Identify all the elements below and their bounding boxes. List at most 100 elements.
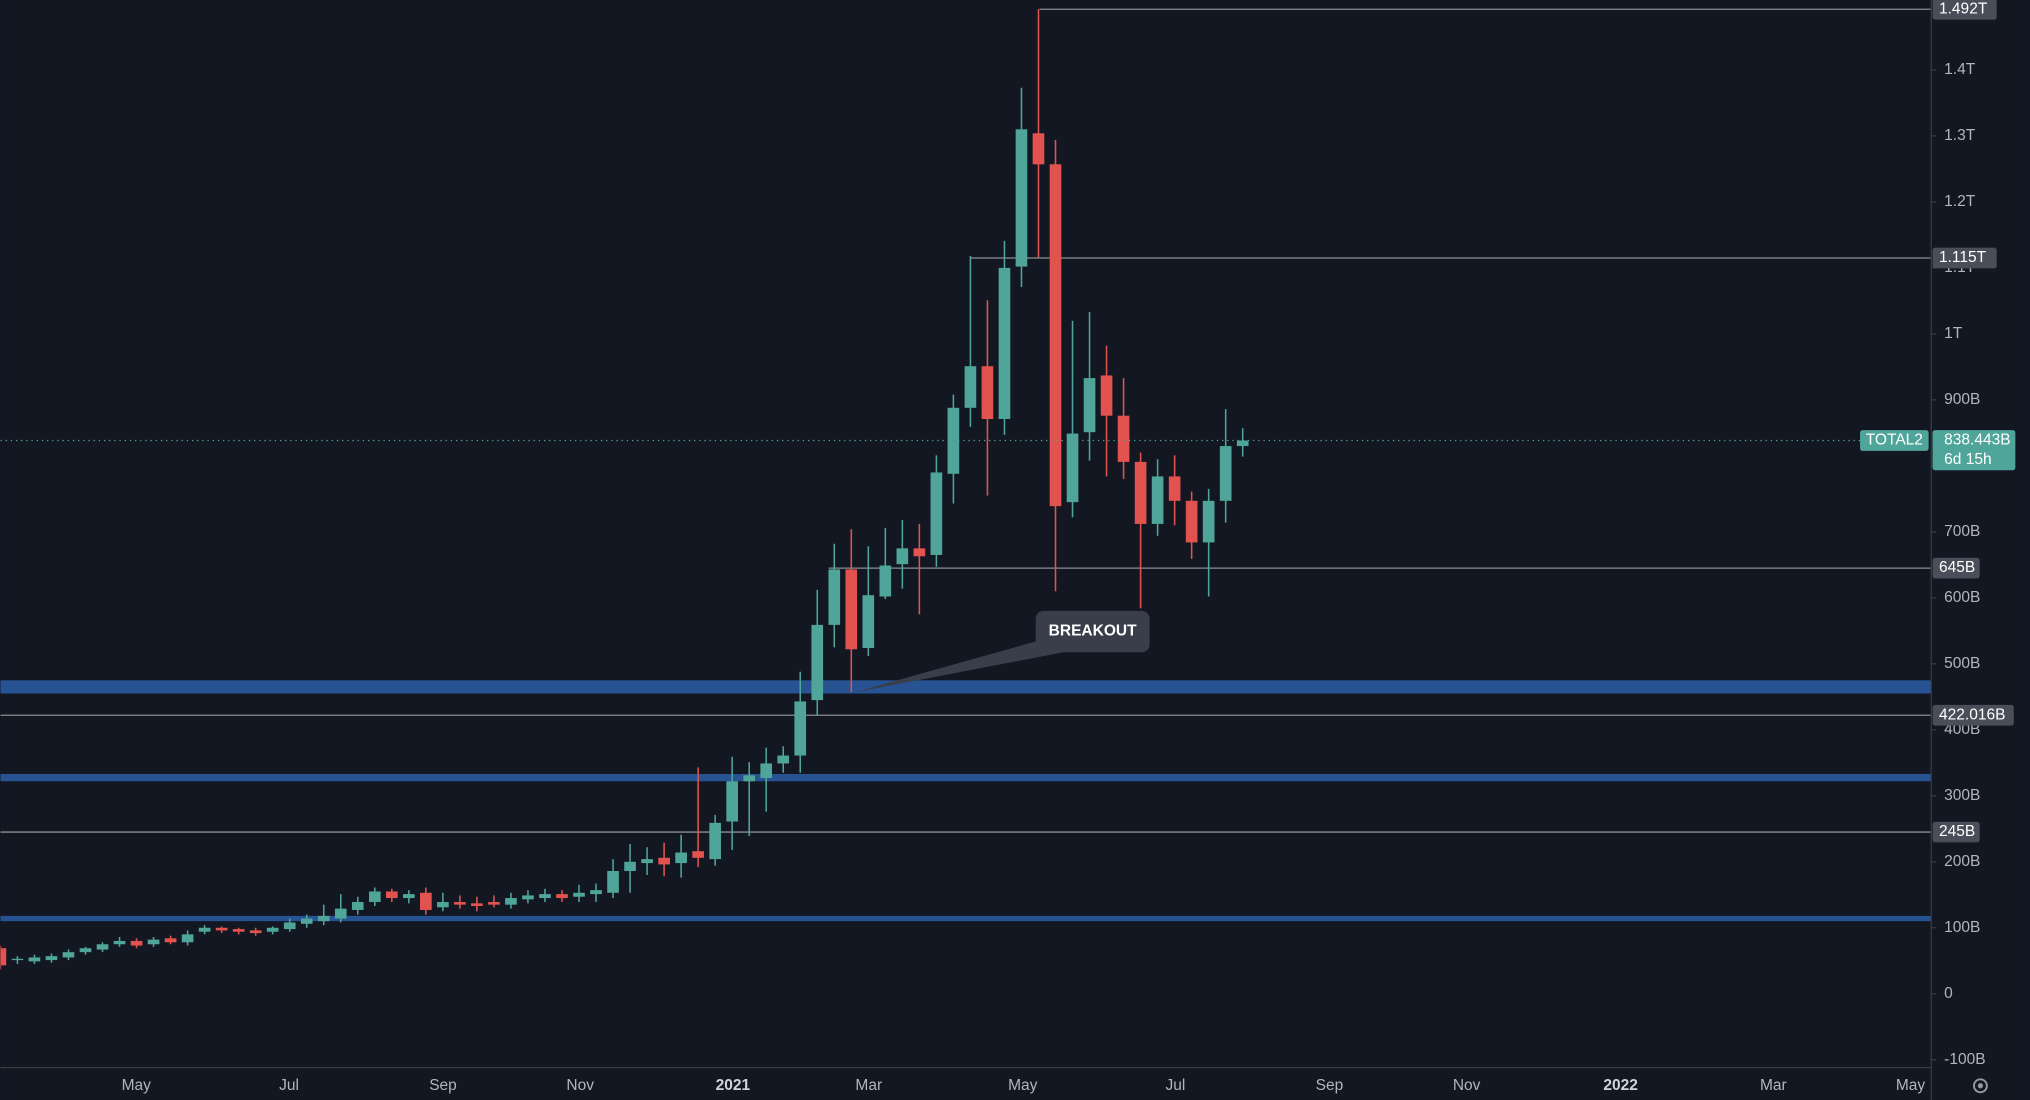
candle-body	[181, 934, 194, 943]
candle-body	[692, 851, 704, 858]
symbol-label: TOTAL2	[1866, 432, 1923, 449]
y-tick-label: 0	[1944, 985, 1953, 1002]
symbol-box	[1860, 430, 1929, 451]
zone	[0, 915, 1932, 922]
candle-body	[539, 894, 551, 899]
x-tick-label: Mar	[855, 1077, 882, 1094]
candle-body	[828, 569, 841, 625]
candle-body	[1202, 500, 1215, 543]
candle-body	[624, 861, 636, 872]
candle-body	[300, 918, 313, 924]
x-tick-label: Mar	[1760, 1077, 1787, 1094]
candle-body	[1151, 476, 1164, 524]
candle-body	[334, 908, 347, 919]
candle-body	[249, 930, 262, 934]
candle-body	[607, 871, 619, 893]
y-tick-label: 200B	[1944, 853, 1980, 870]
candle-body	[79, 948, 92, 953]
x-tick-label: Jul	[1166, 1077, 1186, 1094]
candle-body	[283, 922, 296, 930]
candle-body	[777, 755, 790, 764]
candle-body	[1236, 440, 1249, 447]
candle-body	[420, 892, 432, 910]
candle-body	[1185, 500, 1198, 543]
candle-body	[998, 267, 1011, 420]
price-level-box	[1932, 0, 1997, 20]
x-tick-label: Sep	[1316, 1077, 1344, 1094]
candle-body	[879, 565, 892, 597]
candle-body	[28, 957, 41, 962]
candle-body	[317, 915, 330, 922]
candle-body	[437, 902, 449, 908]
candle-body	[1049, 164, 1062, 507]
y-tick-label: 100B	[1944, 919, 1980, 936]
candle-body	[1117, 415, 1130, 462]
gear-center[interactable]	[1977, 1083, 1983, 1089]
candle-body	[726, 781, 738, 822]
candle-body	[1168, 476, 1181, 501]
candle-body	[266, 927, 279, 932]
candle-body	[1219, 446, 1232, 501]
candle-body	[964, 366, 977, 408]
candle-body	[471, 903, 483, 906]
price-level-box	[1932, 704, 2014, 726]
candle-body	[675, 852, 687, 864]
candle-body	[1066, 433, 1079, 503]
candle-body	[862, 595, 875, 648]
x-tick-label: May	[1008, 1077, 1038, 1094]
candle-body	[147, 939, 160, 945]
price-level-label: 245B	[1939, 823, 1975, 840]
gear[interactable]	[1972, 1078, 1988, 1094]
y-tick-label: 1T	[1944, 325, 1963, 342]
callout-box	[1035, 610, 1150, 653]
candle-body	[351, 902, 364, 910]
candle-body	[11, 958, 24, 961]
candle-body	[385, 891, 398, 899]
candle-body	[62, 952, 75, 958]
x-tick-label: May	[122, 1077, 152, 1094]
x-tick-label: Nov	[566, 1077, 594, 1094]
candle-body	[590, 890, 602, 895]
x-tick-label: May	[1896, 1077, 1926, 1094]
countdown-label: 6d 15h	[1944, 451, 1991, 468]
y-tick-label: -100B	[1944, 1051, 1985, 1068]
candle-body	[743, 775, 756, 782]
price-level-box	[1932, 821, 1980, 843]
y-tick-label: 1.3T	[1944, 127, 1976, 144]
axes: -100B0100B200B300B400B500B600B700B800B90…	[122, 0, 2014, 1094]
price-level-label: 1.492T	[1939, 0, 1988, 17]
candle-body	[505, 898, 517, 905]
candle-body	[930, 472, 943, 555]
y-tick-label: 1.2T	[1944, 193, 1976, 210]
candle-body	[845, 569, 858, 650]
x-tick-label: 2021	[716, 1077, 751, 1094]
candle-body	[794, 701, 807, 756]
settings-icon[interactable]	[1972, 1078, 1988, 1094]
candle-body	[488, 902, 500, 905]
zone	[0, 774, 1932, 782]
zone	[0, 680, 1932, 694]
price-level-label: 422.016B	[1939, 706, 2005, 723]
price-level-label: 1.115T	[1939, 249, 1987, 266]
x-tick-label: 2022	[1603, 1077, 1638, 1094]
candle-body	[164, 938, 177, 943]
candle-body	[198, 927, 211, 932]
candle-body	[913, 548, 926, 557]
candle-body	[45, 956, 58, 961]
price-level-box	[1932, 557, 1980, 579]
last-price-box	[1932, 430, 2016, 471]
candle-body	[522, 895, 534, 900]
callout-pointer	[854, 639, 1078, 693]
x-tick-label: Jul	[279, 1077, 299, 1094]
candle-body	[113, 940, 126, 945]
candle-body	[641, 859, 653, 864]
candle-body	[981, 366, 994, 420]
callout-text: BREAKOUT	[1049, 623, 1137, 640]
candle-body	[709, 822, 721, 860]
candle-body	[760, 763, 773, 778]
x-tick-label: Sep	[429, 1077, 457, 1094]
candle-body	[96, 944, 109, 950]
candle-body	[1032, 133, 1045, 165]
candle-body	[556, 894, 568, 899]
